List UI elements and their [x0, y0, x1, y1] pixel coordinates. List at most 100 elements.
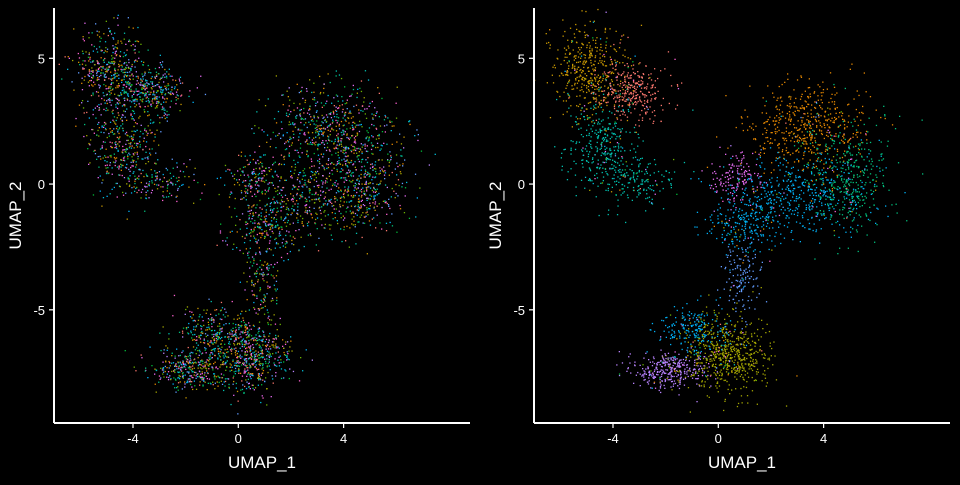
scatter-point: [588, 83, 589, 84]
scatter-point: [138, 58, 139, 59]
scatter-point: [88, 57, 89, 58]
scatter-point: [174, 372, 175, 373]
scatter-point: [84, 40, 85, 41]
scatter-point: [252, 290, 253, 291]
scatter-point: [233, 343, 234, 344]
scatter-point: [208, 344, 209, 345]
scatter-point: [295, 186, 296, 187]
scatter-point: [124, 177, 125, 178]
scatter-point: [642, 81, 643, 82]
scatter-point: [306, 349, 307, 350]
scatter-point: [615, 93, 616, 94]
scatter-point: [257, 234, 258, 235]
scatter-point: [110, 30, 111, 31]
scatter-point: [343, 150, 344, 151]
scatter-point: [409, 218, 410, 219]
scatter-point: [247, 374, 248, 375]
scatter-point: [89, 52, 90, 53]
scatter-point: [281, 229, 282, 230]
scatter-point: [168, 196, 169, 197]
scatter-point: [377, 87, 378, 88]
scatter-point: [345, 150, 346, 151]
scatter-point: [333, 218, 334, 219]
scatter-point: [324, 147, 325, 148]
scatter-point: [308, 132, 309, 133]
scatter-point: [278, 357, 279, 358]
scatter-point: [127, 93, 128, 94]
scatter-point: [89, 162, 90, 163]
scatter-point: [289, 105, 290, 106]
scatter-point: [344, 86, 345, 87]
scatter-point: [131, 165, 132, 166]
scatter-point: [94, 46, 95, 47]
scatter-point: [364, 191, 365, 192]
scatter-point: [262, 165, 263, 166]
scatter-point: [168, 114, 169, 115]
scatter-point: [352, 219, 353, 220]
scatter-point: [103, 52, 104, 53]
scatter-point: [382, 159, 383, 160]
scatter-point: [614, 60, 615, 61]
scatter-point: [351, 181, 352, 182]
scatter-point: [369, 174, 370, 175]
scatter-point: [576, 29, 577, 30]
scatter-point: [123, 92, 124, 93]
scatter-point: [131, 138, 132, 139]
scatter-point: [106, 108, 107, 109]
scatter-point: [269, 170, 270, 171]
scatter-point: [104, 62, 105, 63]
scatter-point: [368, 186, 369, 187]
scatter-point: [85, 51, 86, 52]
scatter-point: [337, 122, 338, 123]
scatter-point: [104, 76, 105, 77]
scatter-point: [166, 168, 167, 169]
scatter-point: [262, 234, 263, 235]
scatter-point: [204, 362, 205, 363]
scatter-point: [134, 183, 135, 184]
scatter-point: [251, 179, 252, 180]
scatter-point: [586, 34, 587, 35]
scatter-point: [269, 240, 270, 241]
scatter-point: [645, 112, 646, 113]
scatter-point: [628, 57, 629, 58]
scatter-point: [122, 90, 123, 91]
scatter-point: [373, 125, 374, 126]
scatter-point: [107, 110, 108, 111]
scatter-point: [382, 131, 383, 132]
scatter-point: [375, 203, 376, 204]
scatter-point: [230, 370, 231, 371]
scatter-point: [585, 11, 586, 12]
scatter-point: [225, 381, 226, 382]
scatter-point: [291, 208, 292, 209]
scatter-point: [242, 340, 243, 341]
scatter-point: [610, 46, 611, 47]
scatter-point: [310, 116, 311, 117]
scatter-point: [294, 203, 295, 204]
scatter-point: [602, 73, 603, 74]
scatter-point: [208, 322, 209, 323]
scatter-point: [337, 183, 338, 184]
scatter-point: [275, 238, 276, 239]
scatter-point: [600, 38, 601, 39]
scatter-point: [253, 347, 254, 348]
scatter-point: [301, 237, 302, 238]
scatter-point: [202, 363, 203, 364]
scatter-point: [186, 166, 187, 167]
scatter-point: [138, 77, 139, 78]
scatter-point: [232, 231, 233, 232]
scatter-point: [326, 163, 327, 164]
scatter-point: [128, 96, 129, 97]
scatter-point: [584, 79, 585, 80]
scatter-point: [568, 94, 569, 95]
scatter-point: [397, 166, 398, 167]
scatter-point: [611, 88, 612, 89]
scatter-point: [175, 356, 176, 357]
scatter-point: [365, 212, 366, 213]
scatter-point: [356, 169, 357, 170]
scatter-point: [630, 77, 631, 78]
scatter-point: [79, 57, 80, 58]
scatter-point: [270, 249, 271, 250]
scatter-point: [379, 183, 380, 184]
scatter-point: [171, 183, 172, 184]
scatter-point: [217, 339, 218, 340]
